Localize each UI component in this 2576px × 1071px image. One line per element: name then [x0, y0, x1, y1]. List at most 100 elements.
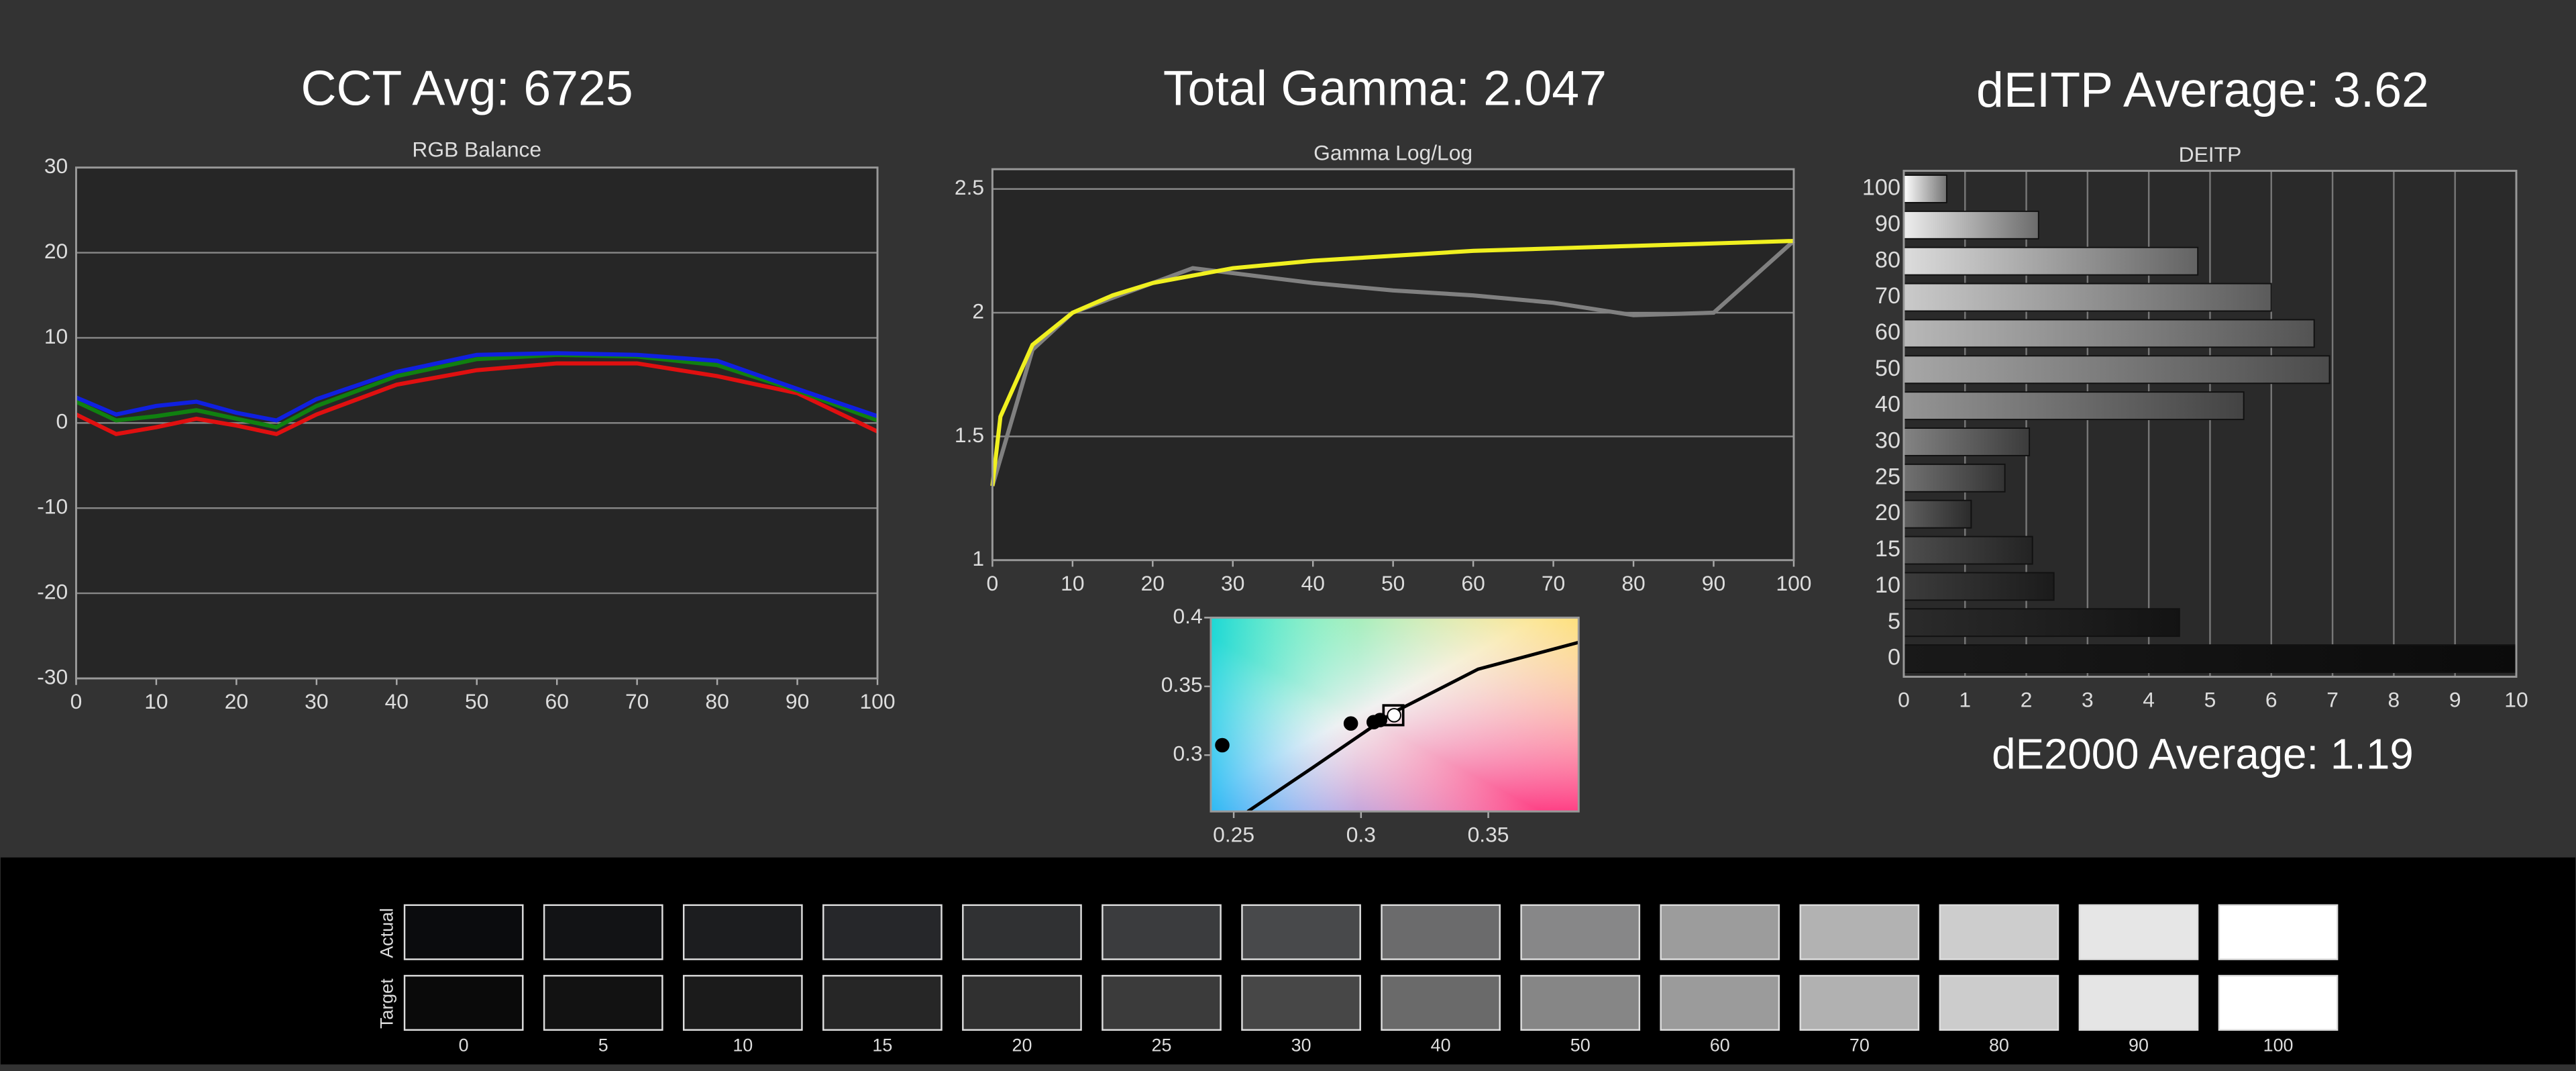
swatch [403, 974, 524, 1031]
bar [1902, 463, 2006, 493]
y-tick-label: 1 [972, 546, 984, 570]
swatch [822, 904, 943, 960]
x-tick-label: 70 [625, 689, 649, 713]
swatch [1799, 904, 1920, 960]
category-label: 80 [1875, 247, 1900, 272]
category-label: 10 [1875, 572, 1900, 598]
bar [1902, 608, 2180, 638]
x-tick-label: 0 [987, 571, 999, 595]
chart-header: CCT Avg: 6725 [301, 60, 633, 115]
measured-point [1343, 716, 1358, 731]
x-tick-label: 2 [2021, 688, 2033, 712]
x-tick-label: 6 [2265, 688, 2277, 712]
bar [1902, 391, 2245, 421]
y-tick-label: -30 [37, 664, 68, 688]
level-label: 60 [1710, 1035, 1730, 1055]
measured-point [1215, 737, 1230, 753]
plot-frame [1210, 616, 1580, 813]
level-label: 20 [1012, 1035, 1032, 1055]
chart-title: RGB Balance [412, 138, 541, 162]
swatch [1102, 904, 1222, 960]
plot-area [992, 169, 1794, 560]
category-label: 15 [1875, 536, 1900, 562]
bar [1902, 283, 2272, 312]
chart-footer: dE2000 Average: 1.19 [1992, 730, 2414, 778]
y-tick-label: -10 [37, 495, 68, 519]
swatch [682, 974, 803, 1031]
bar [1902, 210, 2039, 240]
row-label: Target [377, 978, 397, 1029]
x-tick-label: 1 [1959, 688, 1971, 712]
swatch [1520, 974, 1641, 1031]
y-tick-label: 0.35 [1161, 672, 1203, 697]
x-tick-label: 40 [385, 689, 409, 713]
swatch [1520, 904, 1641, 960]
category-label: 60 [1875, 319, 1900, 345]
swatch [1241, 904, 1361, 960]
y-tick-label: 10 [44, 324, 68, 348]
x-tick-label: 10 [2504, 688, 2528, 712]
x-tick-label: 3 [2082, 688, 2094, 712]
x-tick-label: 20 [225, 689, 248, 713]
series-line [990, 239, 1794, 487]
y-tick-label: 0 [56, 409, 68, 434]
level-label: 70 [1849, 1035, 1870, 1055]
swatch [1799, 974, 1920, 1031]
swatch [1381, 904, 1501, 960]
y-tick-label: 30 [44, 154, 68, 178]
x-tick-label: 4 [2143, 688, 2155, 712]
category-label: 50 [1875, 356, 1900, 381]
swatch [822, 974, 943, 1031]
chart-title: DEITP [2179, 142, 2242, 166]
x-tick-label: 20 [1141, 571, 1165, 595]
x-tick-label: 10 [144, 689, 168, 713]
swatch [2218, 974, 2339, 1031]
swatch [1381, 974, 1501, 1031]
bar [1902, 572, 2055, 601]
level-label: 40 [1431, 1035, 1451, 1055]
x-tick-label: 9 [2449, 688, 2461, 712]
y-tick-label: 1.5 [955, 423, 984, 447]
swatch [682, 904, 803, 960]
y-tick-label: 0.4 [1173, 604, 1202, 628]
x-tick-label: 30 [305, 689, 328, 713]
x-tick-label: 5 [2204, 688, 2216, 712]
x-tick-label: 0 [1898, 688, 1910, 712]
x-tick-label: 90 [786, 689, 809, 713]
chart-title: Gamma Log/Log [1313, 141, 1472, 165]
swatch [1660, 904, 1780, 960]
plot-frame [1902, 170, 2518, 678]
swatch [2078, 974, 2199, 1031]
level-label: 30 [1291, 1035, 1311, 1055]
x-tick-label: 10 [1061, 571, 1084, 595]
y-tick-label: 2.5 [955, 175, 984, 199]
x-tick-label: 80 [1621, 571, 1645, 595]
bar [1902, 427, 2031, 456]
x-tick-label: 0.25 [1213, 822, 1254, 846]
plot-frame [991, 168, 1795, 562]
swatch [2218, 904, 2339, 960]
swatch [1660, 974, 1780, 1031]
swatch [1102, 974, 1222, 1031]
swatch [2078, 904, 2199, 960]
x-tick-label: 30 [1221, 571, 1244, 595]
x-tick-label: 50 [465, 689, 488, 713]
bar [1902, 536, 2033, 565]
category-label: 90 [1875, 211, 1900, 236]
chart-header: dEITP Average: 3.62 [1976, 62, 2429, 117]
level-label: 80 [1989, 1035, 2009, 1055]
y-tick-label: 2 [972, 299, 984, 323]
series-line [75, 361, 879, 437]
bar [1902, 355, 2330, 385]
level-label: 50 [1570, 1035, 1591, 1055]
level-label: 15 [872, 1035, 892, 1055]
plot-frame [75, 166, 879, 680]
level-label: 100 [2263, 1035, 2294, 1055]
level-label: 10 [733, 1035, 753, 1055]
y-tick-label: 0.3 [1173, 742, 1202, 766]
series-line [75, 351, 879, 423]
category-label: 20 [1875, 500, 1900, 525]
bar [1902, 174, 1947, 203]
x-tick-label: 0.35 [1468, 822, 1509, 846]
